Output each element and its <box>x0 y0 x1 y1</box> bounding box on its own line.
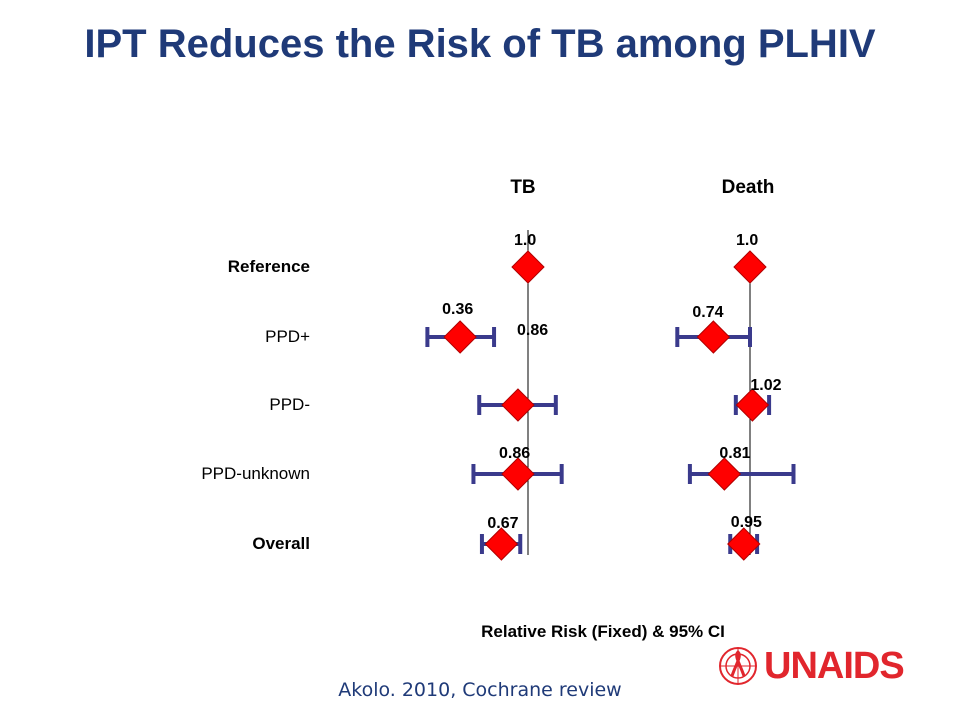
estimate-label: 0.81 <box>719 445 750 462</box>
panel-death: Death 1.0 0.74 1.02 0.81 0.95 <box>675 177 796 561</box>
estimate-marker <box>696 320 731 354</box>
estimate-label: 1.0 <box>514 232 536 249</box>
slide-title: IPT Reduces the Risk of TB among PLHIV <box>84 22 876 66</box>
estimate-label: 0.36 <box>442 301 473 318</box>
estimate-label: 0.74 <box>692 304 723 321</box>
estimate-label: 0.86 <box>517 322 548 339</box>
estimate-marker <box>443 320 477 354</box>
unaids-logo: UNAIDS <box>716 644 916 688</box>
panel-title: Death <box>722 177 775 198</box>
panel-tb: TB 1.0 0.36 0.86 0.86 0.67 <box>425 177 564 561</box>
estimate-marker <box>707 457 742 491</box>
estimate-marker <box>501 388 535 422</box>
row-label: PPD- <box>269 395 310 414</box>
estimate-label: 0.67 <box>487 515 518 532</box>
estimate-marker <box>501 457 535 491</box>
row-label: PPD-unknown <box>201 464 310 483</box>
row-label: PPD+ <box>265 327 310 346</box>
source-citation: Akolo. 2010, Cochrane review <box>338 679 622 701</box>
row-labels: Reference PPD+ PPD- PPD-unknown Overall <box>201 257 310 553</box>
logo-text: UNAIDS <box>764 645 905 687</box>
row-label: Overall <box>252 534 310 553</box>
x-axis-label: Relative Risk (Fixed) & 95% CI <box>481 622 725 641</box>
estimate-marker <box>733 250 767 284</box>
estimate-marker <box>735 388 770 422</box>
estimate-label: 0.95 <box>731 514 762 531</box>
row-label: Reference <box>228 257 310 276</box>
un-emblem-icon <box>719 647 757 685</box>
estimate-label: 1.0 <box>736 232 758 249</box>
estimate-label: 0.86 <box>499 445 530 462</box>
estimate-label: 1.02 <box>750 377 781 394</box>
estimate-marker <box>511 250 545 284</box>
estimate-marker <box>484 527 519 561</box>
estimate-marker <box>727 527 761 561</box>
panel-title: TB <box>510 177 535 198</box>
